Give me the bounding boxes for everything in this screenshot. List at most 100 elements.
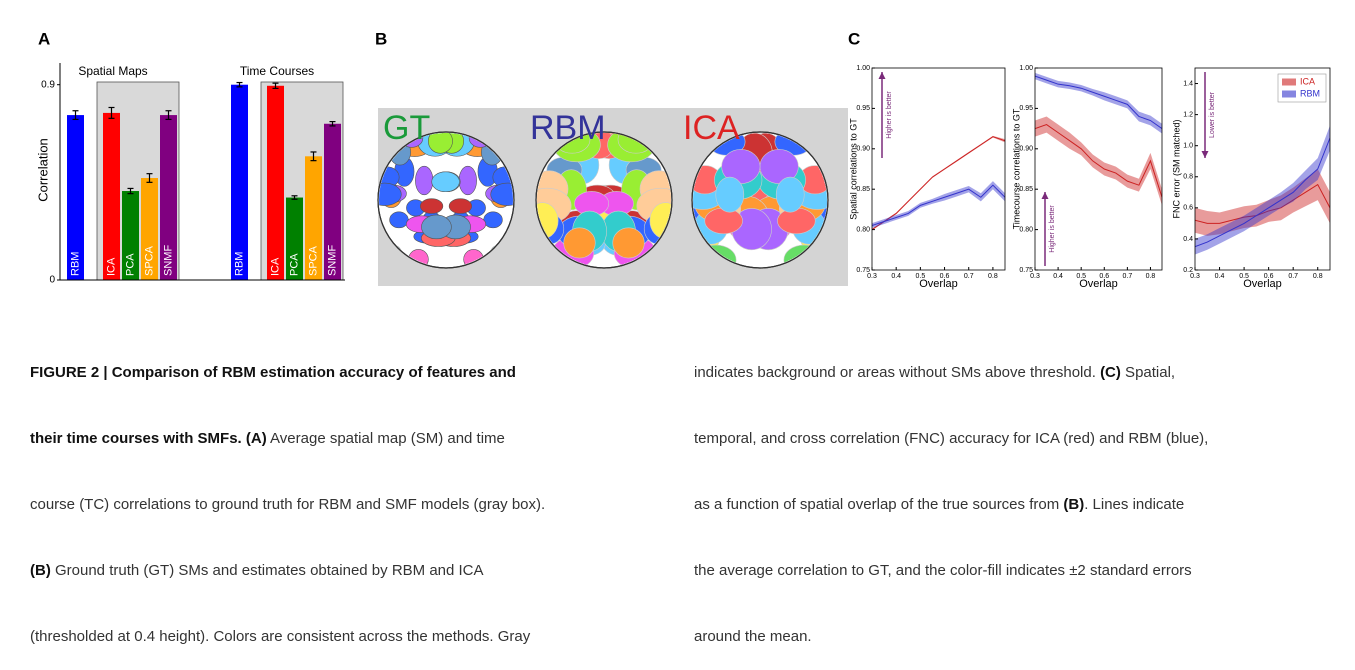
map-label: GT — [383, 109, 430, 147]
x-tick-label: 0.4 — [1053, 273, 1063, 280]
bar-label: RBM — [69, 252, 81, 276]
caption-text: FIGURE 2 | Comparison of RBM estimation … — [30, 364, 516, 381]
annotation: Higher is better — [1049, 205, 1056, 253]
caption-text: . Lines indicate — [1084, 496, 1185, 513]
y-axis-label: Correlation — [35, 138, 50, 202]
brain-region — [490, 182, 513, 206]
y-tick-label: 1.4 — [1183, 80, 1193, 87]
y-tick-label: 0.9 — [41, 79, 55, 90]
bar-label: RBM — [233, 252, 245, 276]
arrow-head — [878, 72, 886, 79]
brain-region — [427, 133, 453, 154]
figure: A B C GT RBM ICA Spatial Maps RBM ICA PCA SP… — [35, 29, 1331, 290]
caption-text: Spatial, — [1120, 364, 1176, 381]
bar-label: SPCA — [307, 245, 319, 276]
panel-label: C — [848, 29, 860, 48]
plot-frame — [1194, 67, 1331, 271]
y-tick-label: 0.90 — [1019, 146, 1033, 153]
caption-text: Average spatial map (SM) and time — [266, 430, 505, 447]
caption-text: their time courses with SMFs. (A) — [30, 430, 267, 447]
caption-text: around the mean. — [694, 628, 812, 645]
bar — [286, 197, 303, 280]
x-tick-label: 0.4 — [891, 273, 901, 280]
x-tick-label: 0.8 — [1146, 273, 1156, 280]
y-axis-label: Timecourse correlations to GT — [1011, 108, 1021, 229]
x-tick-label: 0.8 — [1313, 273, 1323, 280]
map-label: RBM — [530, 109, 606, 147]
x-axis-label: Overlap — [919, 278, 958, 290]
brain-region — [775, 176, 805, 213]
caption-left: FIGURE 2 | Comparison of RBM estimation … — [30, 318, 545, 670]
arrow-head — [1201, 151, 1209, 158]
bar — [324, 123, 341, 280]
caption-text: (B) — [1063, 496, 1085, 513]
y-tick-label: 0.4 — [1183, 236, 1193, 243]
bar — [160, 115, 177, 280]
plot-frame — [871, 67, 1006, 271]
caption-text: Ground truth (GT) SMs and estimates obta… — [50, 562, 484, 579]
bar — [67, 115, 84, 280]
arrow-head — [1041, 192, 1049, 199]
bar — [267, 85, 284, 280]
annotation: Higher is better — [886, 91, 893, 139]
x-tick-label: 0.7 — [1288, 273, 1298, 280]
y-tick-label: 0.6 — [1183, 205, 1193, 212]
y-tick-label: 0.2 — [1183, 267, 1193, 274]
plot-frame — [1034, 67, 1163, 271]
brain-region — [421, 214, 452, 240]
caption-text: as a function of spatial overlap of the … — [694, 496, 1064, 513]
y-tick-label: 0.80 — [856, 226, 870, 233]
y-tick-label: 0.75 — [1019, 267, 1033, 274]
bar-label: SPCA — [143, 245, 155, 276]
brain-region — [612, 227, 645, 259]
caption-text: temporal, and cross correlation (FNC) ac… — [694, 430, 1209, 447]
caption-text: (thresholded at 0.4 height). Colors are … — [30, 628, 531, 645]
brain-outline — [691, 131, 829, 269]
bar — [231, 84, 248, 280]
y-tick-label: 1.0 — [1183, 143, 1193, 150]
panel-label: B — [375, 29, 387, 48]
annotation: Lower is better — [1209, 91, 1216, 138]
x-tick-label: 0.7 — [1122, 273, 1132, 280]
y-tick-label: 1.2 — [1183, 111, 1193, 118]
group-label: Spatial Maps — [78, 64, 147, 78]
bar-label: SNMF — [326, 245, 338, 276]
bar-label: ICA — [269, 257, 281, 276]
error-band — [872, 181, 1005, 228]
brain-region — [777, 207, 816, 235]
caption-text: (B) — [30, 562, 51, 579]
brain-outline — [535, 131, 673, 269]
x-axis-label: Overlap — [1243, 278, 1282, 290]
series-line — [872, 184, 1005, 227]
y-tick-label: 0.80 — [1019, 226, 1033, 233]
brain-region — [419, 198, 444, 214]
y-tick-label: 0.95 — [856, 105, 870, 112]
brain-region — [483, 211, 503, 229]
bar — [141, 178, 158, 280]
y-tick-label: 0.95 — [1019, 105, 1033, 112]
brain-maps — [377, 131, 829, 269]
brain-region — [379, 182, 402, 206]
series-line — [1195, 183, 1330, 224]
y-tick-label: 0.8 — [1183, 174, 1193, 181]
brain-region — [458, 165, 477, 196]
y-tick-label: 1.00 — [856, 65, 870, 72]
x-tick-label: 0.5 — [915, 273, 925, 280]
caption-text: indicates background or areas without SM… — [694, 364, 1101, 381]
bar-label: ICA — [105, 257, 117, 276]
x-tick-label: 0.5 — [1076, 273, 1086, 280]
legend-swatch — [1282, 90, 1296, 98]
y-axis-label: FNC error (SM matched) — [1171, 119, 1181, 218]
x-tick-label: 0.6 — [940, 273, 950, 280]
series-line — [1035, 75, 1162, 130]
x-tick-label: 0.5 — [1239, 273, 1249, 280]
x-tick-label: 0.6 — [1264, 273, 1274, 280]
bar-label: PCA — [288, 253, 300, 276]
caption-text: (C) — [1100, 364, 1121, 381]
y-tick-label: 0.90 — [856, 146, 870, 153]
bar-label: PCA — [124, 253, 136, 276]
x-tick-label: 0.8 — [988, 273, 998, 280]
brain-region — [448, 198, 473, 214]
brain-region — [563, 227, 596, 259]
y-axis-label: Spatial correlations to GT — [848, 118, 858, 220]
